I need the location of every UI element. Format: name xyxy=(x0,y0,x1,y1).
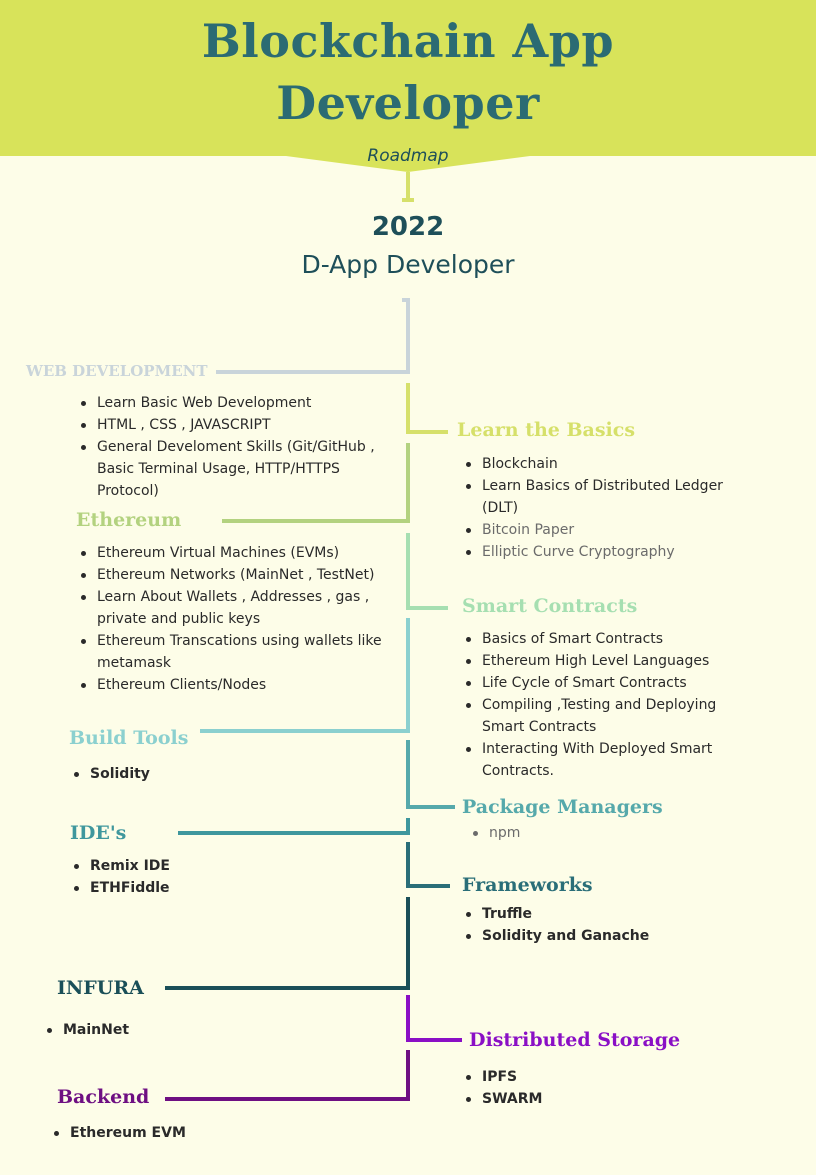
list-item: Bitcoin Paper xyxy=(463,519,763,541)
list-item: Learn About Wallets , Addresses , gas , … xyxy=(78,586,400,630)
page-title-line1: Blockchain App xyxy=(201,14,615,68)
list-ide: Remix IDE ETHFiddle xyxy=(71,855,371,899)
list-item: Learn Basic Web Development xyxy=(78,392,398,414)
connector-backend xyxy=(165,1050,410,1101)
section-title-infura: INFURA xyxy=(57,977,144,999)
list-item: Ethereum Networks (MainNet , TestNet) xyxy=(78,564,400,586)
section-title-storage: Distributed Storage xyxy=(469,1029,681,1051)
page-title-line2: Developer xyxy=(276,76,540,130)
list-package-managers: npm xyxy=(470,822,770,844)
list-item: SWARM xyxy=(463,1088,763,1110)
list-build-tools: Solidity xyxy=(71,763,371,785)
list-item: npm xyxy=(470,822,770,844)
connector-storage xyxy=(406,995,462,1042)
list-item: Solidity xyxy=(71,763,371,785)
section-title-package-managers: Package Managers xyxy=(462,796,663,818)
connector-package-managers xyxy=(406,740,455,809)
list-item: General Develoment Skills (Git/GitHub , … xyxy=(78,436,398,502)
list-basics: Blockchain Learn Basics of Distributed L… xyxy=(463,453,763,563)
list-infura: MainNet xyxy=(44,1019,344,1041)
list-item: Interacting With Deployed Smart Contract… xyxy=(463,738,763,782)
list-item: ETHFiddle xyxy=(71,877,371,899)
roadmap-year: 2022 xyxy=(371,212,445,242)
list-backend: Ethereum EVM xyxy=(51,1122,351,1144)
section-title-ethereum: Ethereum xyxy=(76,509,182,531)
list-item: Remix IDE xyxy=(71,855,371,877)
header-banner xyxy=(0,0,816,172)
list-item: Solidity and Ganache xyxy=(463,925,763,947)
connector-ethereum xyxy=(222,443,410,523)
connector-build-tools xyxy=(200,618,410,733)
list-item: Elliptic Curve Cryptography xyxy=(463,541,763,563)
section-title-basics: Learn the Basics xyxy=(457,419,636,441)
list-smart-contracts: Basics of Smart Contracts Ethereum High … xyxy=(463,628,763,782)
list-item: Learn Basics of Distributed Ledger (DLT) xyxy=(463,475,763,519)
list-item: IPFS xyxy=(463,1066,763,1088)
list-item: Ethereum Virtual Machines (EVMs) xyxy=(78,542,400,564)
section-title-web-development: WEB DEVELOPMENT xyxy=(26,362,208,380)
roadmap-role: D-App Developer xyxy=(301,250,515,279)
list-item: MainNet xyxy=(44,1019,344,1041)
list-item: Blockchain xyxy=(463,453,763,475)
list-item: Life Cycle of Smart Contracts xyxy=(463,672,763,694)
connector-web-dev xyxy=(216,298,410,374)
connector-ide xyxy=(178,818,410,835)
connector-infura xyxy=(165,897,410,990)
section-title-build-tools: Build Tools xyxy=(69,727,189,749)
connector-smart-contracts xyxy=(406,533,448,610)
list-item: HTML , CSS , JAVASCRIPT xyxy=(78,414,398,436)
banner-shape xyxy=(0,0,816,172)
list-web-development: Learn Basic Web Development HTML , CSS ,… xyxy=(78,392,398,502)
connector-basics xyxy=(406,383,448,434)
list-item: Ethereum Clients/Nodes xyxy=(78,674,400,696)
page-subtitle: Roadmap xyxy=(367,146,449,166)
list-item: Ethereum EVM xyxy=(51,1122,351,1144)
list-item: Ethereum High Level Languages xyxy=(463,650,763,672)
section-title-backend: Backend xyxy=(57,1086,150,1108)
section-title-smart-contracts: Smart Contracts xyxy=(462,595,638,617)
section-title-frameworks: Frameworks xyxy=(462,874,593,896)
list-item: Truffle xyxy=(463,903,763,925)
section-title-ide: IDE's xyxy=(70,822,127,844)
list-item: Basics of Smart Contracts xyxy=(463,628,763,650)
list-frameworks: Truffle Solidity and Ganache xyxy=(463,903,763,947)
list-item: Ethereum Transcations using wallets like… xyxy=(78,630,400,674)
list-item: Compiling ,Testing and Deploying Smart C… xyxy=(463,694,763,738)
list-storage: IPFS SWARM xyxy=(463,1066,763,1110)
connector-frameworks xyxy=(406,842,450,888)
list-ethereum: Ethereum Virtual Machines (EVMs) Ethereu… xyxy=(78,542,400,696)
